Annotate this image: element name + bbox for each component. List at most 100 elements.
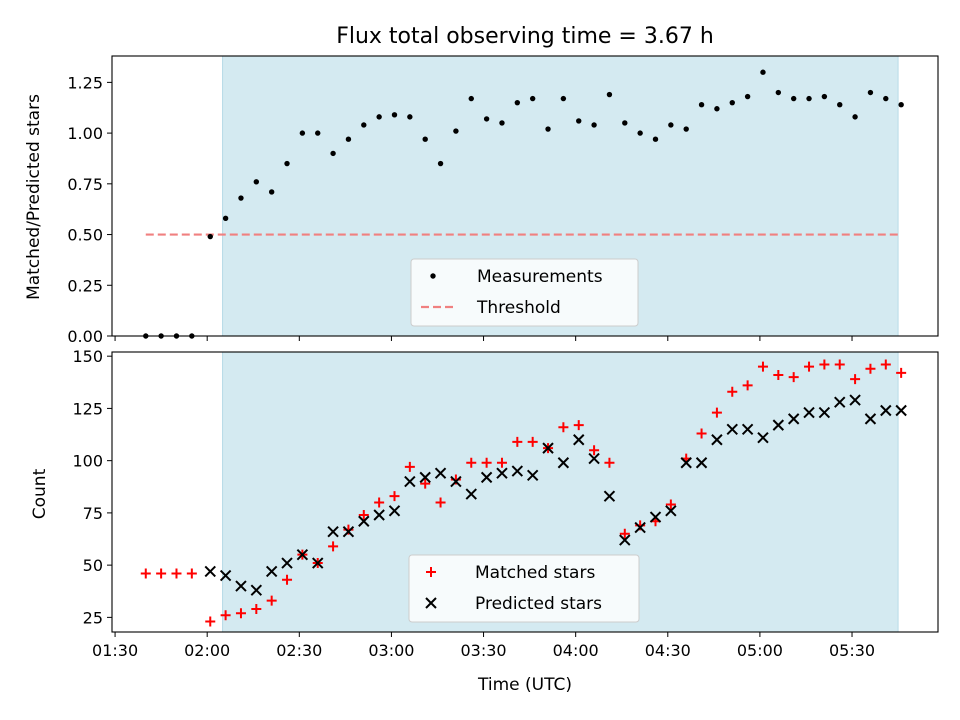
bottom-point-matched — [865, 363, 876, 374]
top-point-measurement — [483, 116, 490, 122]
bottom-legend-box — [408, 554, 640, 623]
bottom-point-matched — [573, 420, 584, 431]
top-point-measurement — [898, 101, 904, 108]
bottom-point-predicted — [434, 467, 447, 479]
bottom-point-matched — [156, 568, 167, 579]
bottom-point-predicted — [557, 457, 570, 469]
bottom-y-tick-label: 25 — [83, 608, 103, 627]
bottom-point-matched — [711, 407, 722, 418]
top-chart-title: Flux total observing time = 3.67 h — [336, 24, 714, 49]
top-y-tick-label: 0.00 — [67, 327, 103, 346]
bottom-point-predicted — [895, 404, 907, 417]
top-point-measurement — [622, 120, 628, 126]
top-point-measurement — [453, 128, 459, 134]
bottom-point-matched — [850, 374, 861, 385]
top-point-measurement — [207, 233, 213, 240]
bottom-point-predicted — [327, 525, 339, 538]
top-y-tick-label: 1.25 — [67, 73, 103, 92]
top-point-measurement — [775, 89, 782, 96]
bottom-point-predicted — [235, 580, 247, 592]
bottom-point-predicted — [880, 404, 892, 417]
bottom-point-matched — [527, 436, 538, 447]
bottom-point-matched — [404, 461, 415, 472]
top-legend-box — [410, 258, 639, 327]
bottom-point-predicted — [787, 413, 800, 425]
bottom-point-predicted — [526, 469, 539, 481]
bottom-point-predicted — [665, 505, 677, 517]
top-series-dot — [143, 69, 904, 339]
bottom-series-x — [204, 394, 907, 596]
top-y-axis-label: Matched/Predicted stars — [24, 94, 44, 300]
top-y-tick-label: 0.75 — [67, 175, 103, 194]
bottom-legend-label: Matched stars — [475, 563, 595, 583]
top-point-measurement — [529, 95, 536, 102]
bottom-point-matched — [266, 595, 277, 606]
bottom-point-matched — [896, 367, 907, 378]
bottom-x-tick-label: 05:00 — [737, 641, 783, 660]
bottom-x-tick-label: 02:30 — [276, 641, 322, 660]
bottom-x-tick-label: 05:30 — [829, 641, 875, 660]
top-y-tick-label: 0.25 — [67, 276, 103, 295]
bottom-point-matched — [757, 361, 768, 372]
bottom-point-predicted — [312, 557, 324, 569]
top-point-measurement — [468, 95, 474, 102]
top-point-measurement — [606, 91, 613, 98]
bottom-point-predicted — [358, 515, 370, 527]
bottom-point-predicted — [542, 442, 554, 454]
bottom-point-predicted — [680, 457, 692, 469]
bottom-point-matched — [186, 568, 197, 579]
bottom-point-predicted — [250, 584, 263, 596]
top-point-measurement — [222, 215, 229, 222]
bottom-point-predicted — [219, 569, 232, 582]
top-point-measurement — [867, 89, 874, 96]
top-point-measurement — [729, 99, 735, 106]
bottom-x-axis-label: Time (UTC) — [477, 675, 572, 695]
bottom-point-predicted — [419, 471, 431, 484]
top-point-measurement — [652, 136, 659, 142]
top-legend: Measurements Threshold — [410, 258, 639, 327]
top-point-measurement — [576, 118, 582, 124]
bottom-legend-predicted-swatch — [425, 597, 437, 609]
top-point-measurement — [376, 114, 382, 120]
bottom-point-matched — [773, 369, 784, 380]
bottom-point-matched — [589, 445, 600, 456]
bottom-point-matched — [665, 499, 676, 510]
bottom-series-plus — [140, 359, 907, 627]
bottom-x-tick-label: 04:00 — [553, 641, 599, 660]
bottom-point-matched — [496, 457, 507, 468]
bottom-point-matched — [205, 616, 216, 627]
bottom-point-matched — [788, 372, 799, 383]
top-legend-label: Measurements — [477, 267, 603, 287]
bottom-point-matched — [328, 541, 339, 552]
bottom-point-matched — [742, 380, 753, 391]
bottom-point-predicted — [404, 475, 416, 488]
top-point-measurement — [591, 122, 597, 128]
bottom-point-predicted — [204, 565, 216, 578]
bottom-point-matched — [171, 568, 182, 579]
bottom-point-matched — [880, 359, 891, 370]
bottom-point-predicted — [634, 521, 646, 534]
top-point-measurement — [698, 101, 705, 108]
top-legend-measurement-swatch — [430, 273, 436, 279]
bottom-point-predicted — [265, 565, 278, 578]
bottom-point-predicted — [803, 406, 815, 419]
top-point-measurement — [714, 106, 720, 112]
bottom-point-predicted — [834, 396, 846, 408]
bottom-point-matched — [619, 528, 630, 539]
bottom-point-matched — [512, 436, 523, 447]
bottom-x-tick-label: 02:00 — [184, 641, 230, 660]
bottom-point-predicted — [711, 434, 723, 446]
top-y-tick-label: 1.00 — [67, 124, 103, 143]
bottom-point-predicted — [588, 452, 600, 465]
bottom-point-predicted — [480, 471, 493, 484]
bottom-legend-matched-swatch — [426, 567, 436, 577]
bottom-subplot: Time (UTC) Count 25 50 75 100 125 150 01:30 02:… — [30, 347, 939, 695]
top-point-measurement — [330, 150, 336, 157]
top-point-measurement — [422, 136, 428, 142]
bottom-y-tick-label: 75 — [83, 504, 103, 523]
bottom-y-tick-label: 125 — [72, 399, 103, 418]
bottom-point-matched — [374, 497, 385, 508]
top-point-measurement — [637, 130, 643, 136]
bottom-point-predicted — [342, 525, 355, 538]
